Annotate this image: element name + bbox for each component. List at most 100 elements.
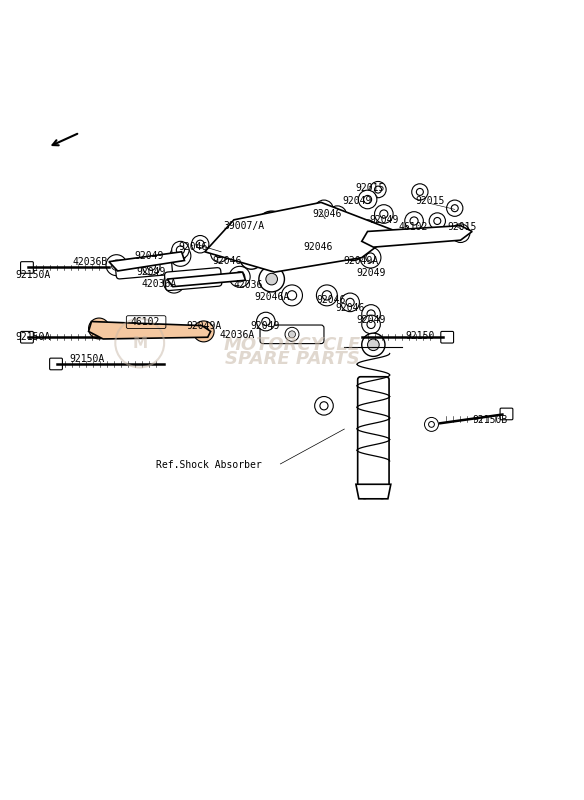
Circle shape (374, 186, 381, 193)
Circle shape (175, 250, 186, 261)
Text: 92046A: 92046A (254, 291, 289, 302)
Text: 42036B: 42036B (72, 257, 107, 266)
Circle shape (359, 487, 370, 499)
Circle shape (281, 285, 303, 306)
Text: 92046: 92046 (317, 295, 346, 305)
Circle shape (451, 205, 458, 212)
Text: MOTORCYCLE: MOTORCYCLE (224, 336, 360, 354)
Circle shape (363, 225, 371, 233)
Text: 92049: 92049 (134, 251, 164, 262)
Circle shape (367, 310, 375, 318)
Polygon shape (361, 226, 472, 247)
Circle shape (287, 290, 297, 300)
Circle shape (374, 205, 393, 223)
Circle shape (342, 238, 364, 261)
Circle shape (288, 331, 296, 338)
Circle shape (346, 298, 354, 306)
Circle shape (89, 318, 109, 339)
Circle shape (315, 200, 333, 218)
Circle shape (366, 253, 375, 262)
Text: 42036A: 42036A (219, 330, 255, 340)
Text: 92150B: 92150B (472, 415, 507, 426)
Circle shape (239, 246, 263, 270)
Circle shape (367, 339, 379, 350)
Circle shape (412, 184, 428, 200)
Circle shape (170, 246, 191, 266)
Circle shape (256, 312, 275, 331)
Circle shape (106, 254, 127, 276)
Circle shape (326, 214, 349, 238)
Circle shape (322, 290, 332, 300)
Circle shape (361, 490, 367, 496)
FancyBboxPatch shape (50, 358, 62, 370)
Circle shape (320, 206, 328, 214)
Circle shape (193, 321, 214, 342)
FancyBboxPatch shape (260, 325, 324, 344)
Circle shape (360, 247, 381, 268)
Circle shape (169, 278, 179, 288)
Text: 92046: 92046 (312, 209, 342, 219)
Text: 92150A: 92150A (16, 332, 51, 342)
Text: 92150: 92150 (405, 331, 434, 341)
Circle shape (405, 212, 423, 230)
Polygon shape (356, 484, 391, 499)
Circle shape (234, 271, 245, 282)
Polygon shape (109, 252, 185, 271)
Circle shape (367, 226, 385, 246)
Circle shape (328, 206, 347, 225)
Circle shape (211, 245, 228, 262)
Text: 46102: 46102 (131, 317, 160, 326)
Circle shape (447, 200, 463, 216)
Text: SPARE PARTS: SPARE PARTS (225, 350, 359, 368)
Circle shape (266, 274, 277, 285)
Circle shape (363, 195, 371, 203)
FancyBboxPatch shape (20, 262, 33, 274)
Circle shape (416, 189, 423, 195)
Circle shape (341, 293, 359, 312)
Circle shape (410, 217, 418, 225)
Text: 92015: 92015 (447, 222, 477, 232)
Circle shape (320, 402, 328, 410)
Circle shape (196, 240, 204, 248)
Circle shape (429, 213, 446, 229)
Circle shape (259, 266, 284, 292)
Circle shape (257, 211, 286, 240)
FancyBboxPatch shape (20, 331, 33, 343)
Text: 92049: 92049 (342, 196, 372, 206)
Circle shape (285, 327, 299, 342)
Circle shape (164, 272, 185, 293)
Text: 92046: 92046 (212, 255, 242, 266)
Circle shape (370, 182, 386, 198)
Text: 39007/A: 39007/A (224, 221, 265, 230)
Circle shape (94, 323, 105, 334)
Circle shape (147, 262, 155, 270)
Polygon shape (167, 272, 245, 286)
Text: 92150A: 92150A (16, 270, 51, 280)
Circle shape (361, 305, 380, 323)
Text: 92049: 92049 (356, 268, 386, 278)
Polygon shape (205, 202, 397, 272)
Text: 92049: 92049 (137, 267, 166, 277)
Circle shape (265, 218, 279, 233)
Circle shape (315, 397, 333, 415)
Text: 92150A: 92150A (69, 354, 105, 364)
Text: 92015: 92015 (356, 183, 385, 193)
Text: 42036: 42036 (233, 280, 263, 290)
Circle shape (111, 260, 121, 270)
FancyBboxPatch shape (165, 268, 222, 290)
Circle shape (425, 418, 439, 431)
Circle shape (215, 250, 224, 258)
Circle shape (361, 333, 385, 357)
Text: 92015: 92015 (416, 196, 445, 206)
Polygon shape (89, 322, 211, 339)
Circle shape (379, 490, 385, 496)
Text: 92046: 92046 (335, 303, 365, 313)
Circle shape (361, 315, 380, 334)
Circle shape (358, 190, 377, 209)
FancyBboxPatch shape (115, 256, 172, 279)
Circle shape (347, 243, 359, 254)
Circle shape (172, 242, 189, 258)
Circle shape (192, 235, 209, 253)
FancyBboxPatch shape (500, 408, 513, 420)
Text: 92049: 92049 (369, 215, 398, 225)
